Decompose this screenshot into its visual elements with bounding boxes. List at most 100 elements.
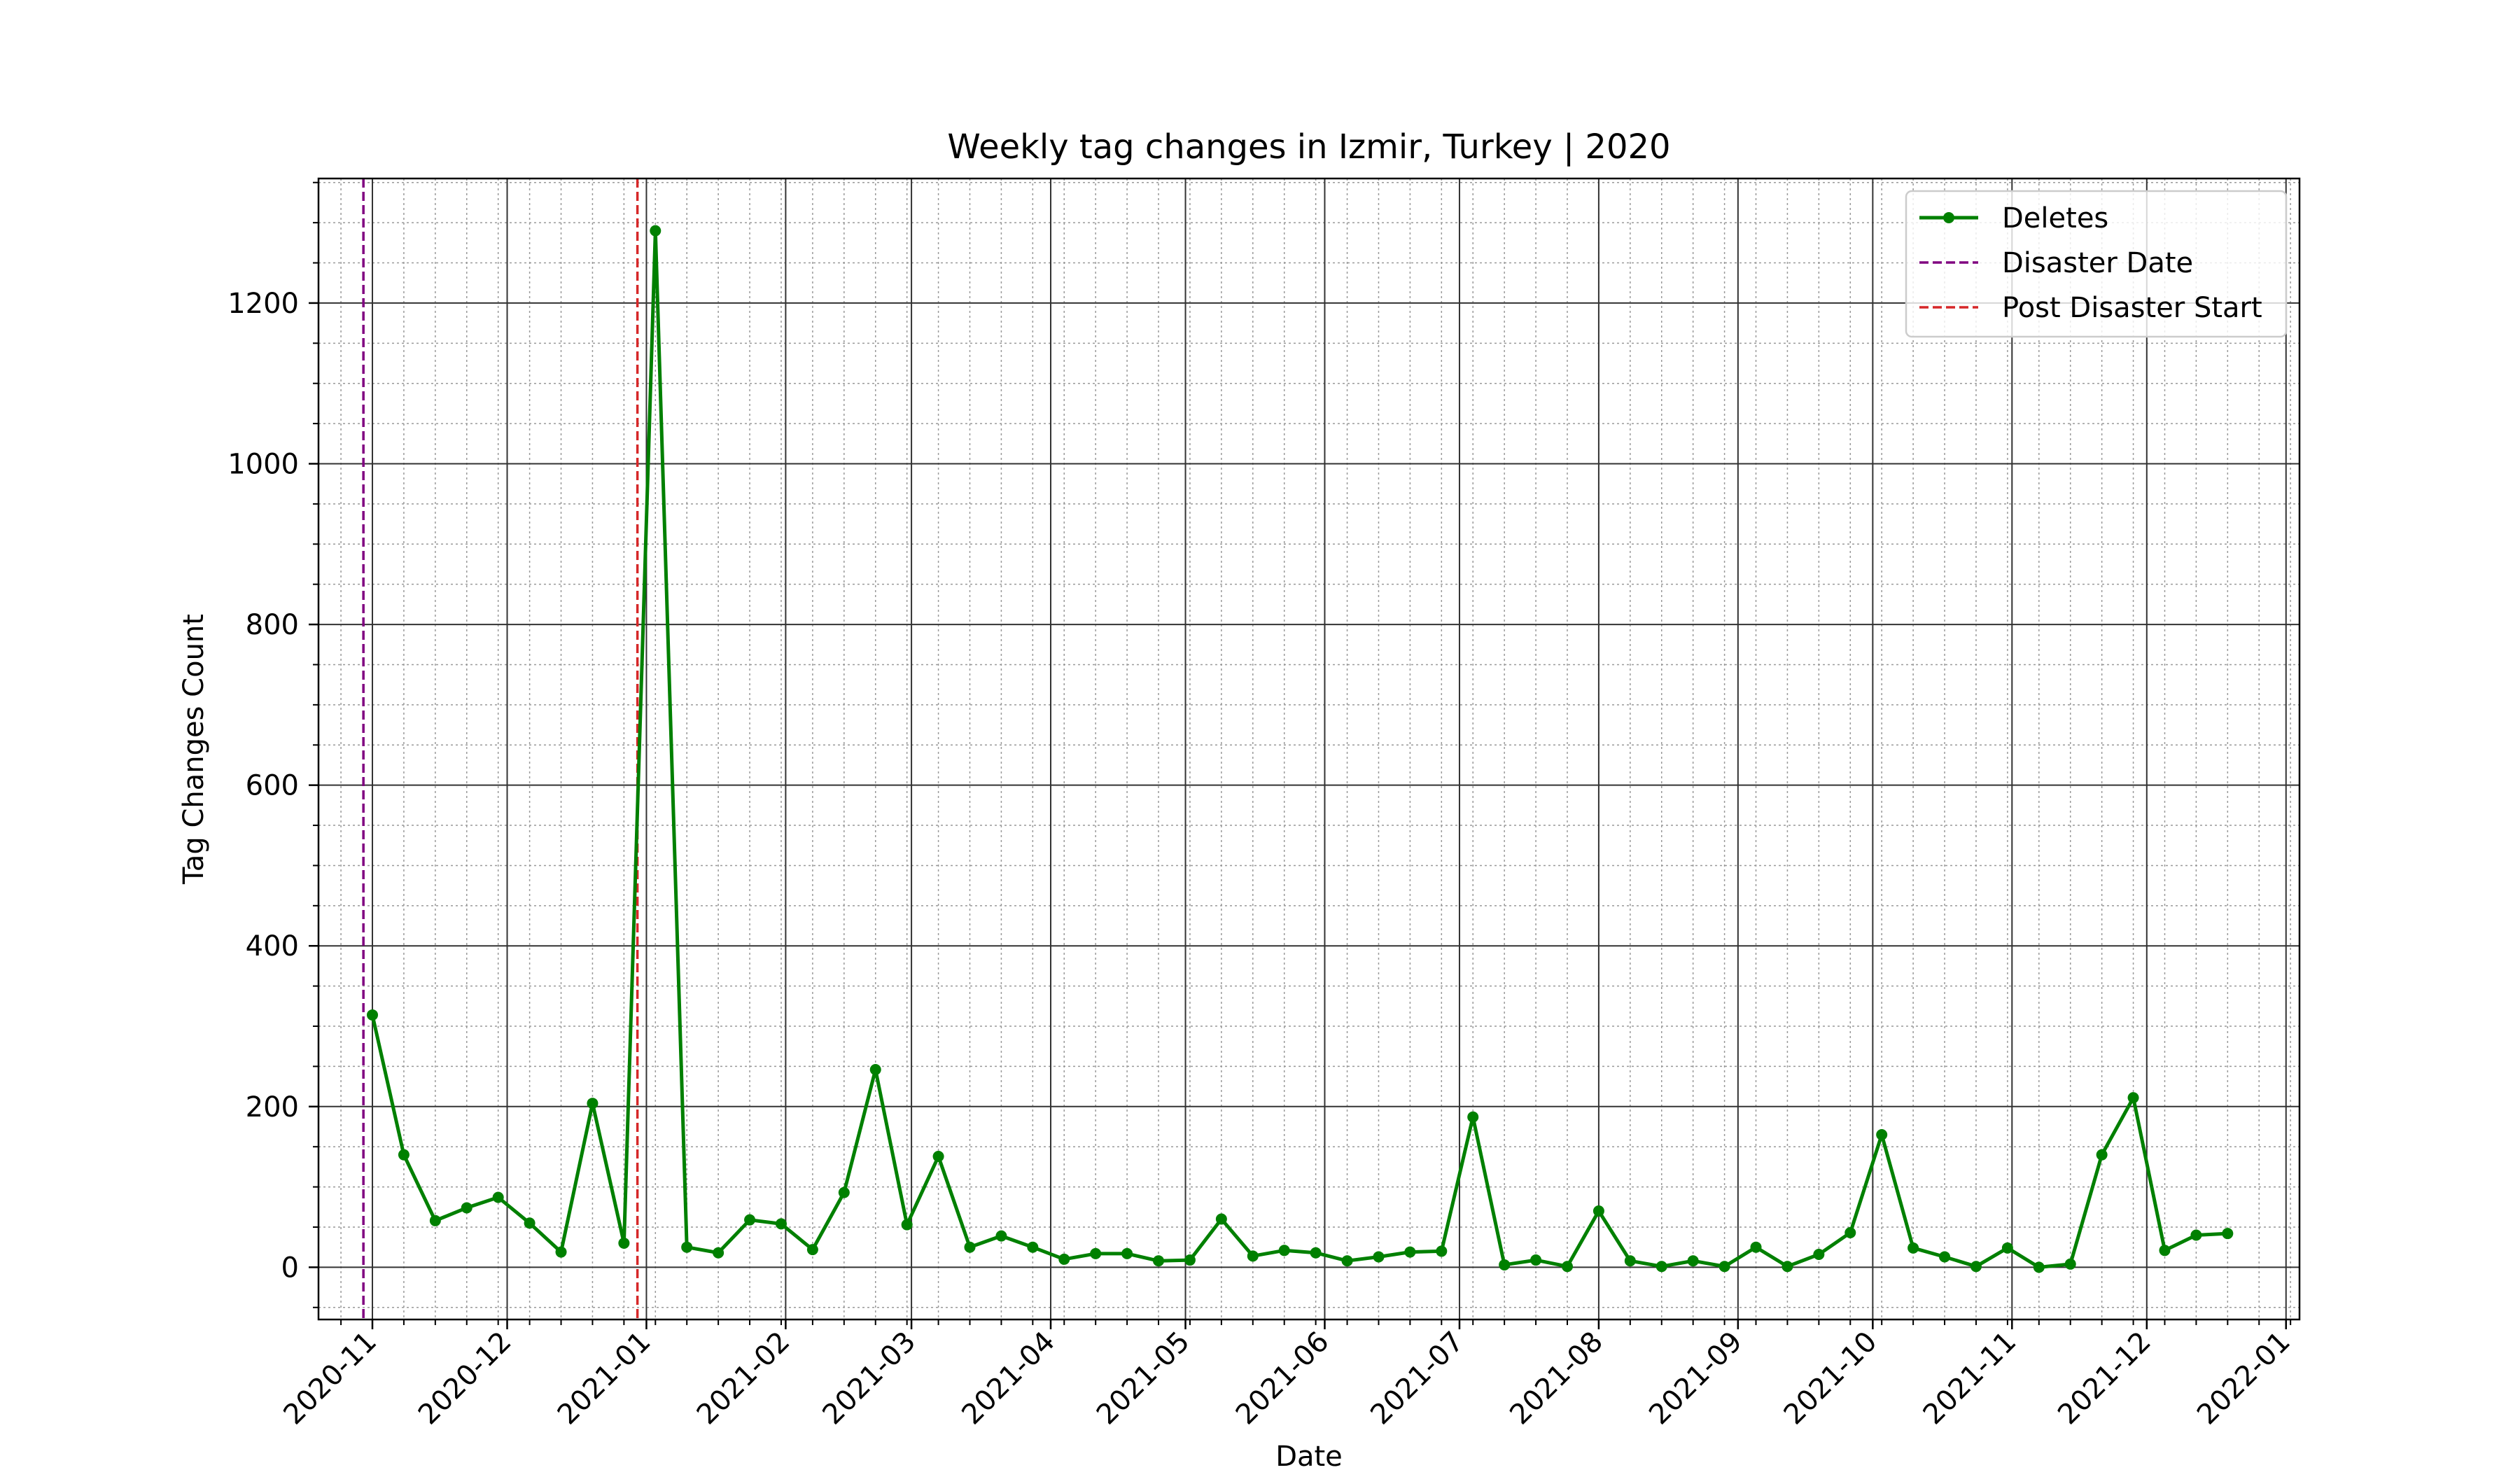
data-point bbox=[587, 1098, 598, 1110]
axis-ticks bbox=[309, 181, 2292, 1329]
y-tick-label: 0 bbox=[281, 1252, 299, 1284]
data-point bbox=[398, 1149, 410, 1161]
y-axis-label: Tag Changes Count bbox=[178, 614, 210, 885]
data-point bbox=[1121, 1247, 1133, 1259]
data-point bbox=[1876, 1128, 1888, 1140]
x-tick-label: 2021-10 bbox=[1778, 1326, 1884, 1432]
data-point bbox=[1058, 1253, 1070, 1265]
y-tick-label: 400 bbox=[246, 930, 299, 962]
series-deletes bbox=[367, 225, 2234, 1273]
data-point bbox=[618, 1237, 630, 1249]
x-tick-labels: 2020-11 2020-12 2021-01 2021-02 2021-03 2021-… bbox=[277, 1326, 2296, 1432]
data-point bbox=[1215, 1213, 1227, 1225]
y-tick-label: 1200 bbox=[227, 288, 299, 320]
x-tick-label: 2021-12 bbox=[2052, 1326, 2157, 1432]
x-tick-label: 2021-02 bbox=[691, 1326, 797, 1432]
data-point bbox=[461, 1202, 472, 1214]
data-point bbox=[2222, 1228, 2234, 1240]
plot-frame bbox=[317, 177, 2301, 1321]
data-point bbox=[964, 1241, 976, 1253]
reference-lines bbox=[362, 178, 639, 1320]
x-tick-label: 2021-08 bbox=[1504, 1326, 1609, 1432]
data-point bbox=[524, 1217, 536, 1229]
legend-label-post-disaster-start: Post Disaster Start bbox=[2002, 292, 2262, 324]
minor-gridlines bbox=[318, 178, 2300, 1320]
data-point bbox=[1341, 1255, 1353, 1267]
x-tick-label: 2021-06 bbox=[1230, 1326, 1336, 1432]
data-point bbox=[1687, 1255, 1699, 1267]
data-point bbox=[2159, 1245, 2171, 1256]
data-point bbox=[1499, 1259, 1511, 1270]
data-point bbox=[1247, 1250, 1259, 1262]
x-tick-label: 2020-12 bbox=[412, 1326, 518, 1432]
data-point bbox=[1656, 1261, 1667, 1273]
x-axis-label: Date bbox=[1275, 1441, 1343, 1470]
data-point bbox=[1373, 1251, 1385, 1263]
data-point bbox=[1027, 1241, 1039, 1253]
y-tick-labels: 0 200 400 600 800 1000 1200 bbox=[227, 288, 299, 1284]
data-point bbox=[1939, 1251, 1951, 1263]
data-point bbox=[775, 1218, 787, 1230]
x-tick-label: 2021-03 bbox=[816, 1326, 922, 1432]
data-point bbox=[2127, 1092, 2139, 1104]
data-point bbox=[555, 1246, 567, 1258]
data-point bbox=[1310, 1247, 1322, 1259]
data-point bbox=[1561, 1261, 1573, 1273]
x-tick-label: 2021-05 bbox=[1091, 1326, 1196, 1432]
data-point bbox=[429, 1214, 441, 1226]
data-point bbox=[2096, 1149, 2108, 1161]
data-point bbox=[650, 225, 662, 237]
legend-marker-deletes bbox=[1943, 212, 1954, 223]
data-point bbox=[901, 1219, 913, 1231]
data-point bbox=[838, 1186, 850, 1198]
x-tick-label: 2021-09 bbox=[1643, 1326, 1749, 1432]
major-gridlines bbox=[318, 178, 2300, 1320]
legend-box bbox=[1905, 190, 2288, 338]
data-point bbox=[1467, 1111, 1479, 1123]
data-point bbox=[932, 1150, 944, 1162]
data-point bbox=[1436, 1245, 1448, 1257]
data-point bbox=[1718, 1261, 1730, 1273]
x-tick-label: 2021-01 bbox=[552, 1326, 657, 1432]
x-tick-label: 2021-04 bbox=[955, 1326, 1061, 1432]
data-point bbox=[2190, 1229, 2202, 1241]
y-tick-label: 800 bbox=[246, 609, 299, 641]
data-point bbox=[1844, 1227, 1856, 1239]
data-point bbox=[995, 1230, 1007, 1242]
data-point bbox=[367, 1009, 379, 1021]
data-point bbox=[1090, 1247, 1102, 1259]
x-tick-label: 2022-01 bbox=[2191, 1326, 2297, 1432]
series-line-deletes bbox=[370, 229, 2228, 1269]
data-point bbox=[1153, 1255, 1165, 1267]
data-point bbox=[1970, 1261, 1982, 1273]
data-point bbox=[492, 1191, 504, 1203]
data-point bbox=[1530, 1254, 1542, 1266]
y-tick-label: 1000 bbox=[227, 449, 299, 481]
y-tick-label: 200 bbox=[246, 1091, 299, 1124]
data-point bbox=[869, 1064, 881, 1076]
legend-label-deletes: Deletes bbox=[2002, 202, 2108, 234]
data-point bbox=[1404, 1246, 1416, 1258]
data-point bbox=[1813, 1249, 1825, 1261]
data-point bbox=[2064, 1258, 2076, 1270]
data-point bbox=[2033, 1261, 2045, 1273]
x-tick-label: 2021-11 bbox=[1917, 1326, 2023, 1432]
data-point bbox=[1624, 1255, 1636, 1267]
y-tick-label: 600 bbox=[246, 770, 299, 802]
legend: Deletes Disaster Date Post Disaster Star… bbox=[1905, 190, 2288, 338]
data-point bbox=[1278, 1245, 1290, 1256]
legend-label-disaster-date: Disaster Date bbox=[2002, 247, 2193, 279]
chart-title: Weekly tag changes in Izmir, Turkey | 20… bbox=[947, 127, 1670, 167]
data-point bbox=[1184, 1254, 1196, 1266]
data-point bbox=[713, 1247, 724, 1259]
data-point bbox=[2001, 1242, 2013, 1254]
data-point bbox=[806, 1244, 818, 1256]
data-point bbox=[1592, 1205, 1604, 1217]
data-point bbox=[681, 1241, 693, 1253]
x-tick-label: 2020-11 bbox=[277, 1326, 383, 1432]
data-point bbox=[1782, 1261, 1793, 1273]
data-point bbox=[744, 1214, 756, 1226]
data-point bbox=[1750, 1241, 1762, 1253]
x-tick-label: 2021-07 bbox=[1364, 1326, 1470, 1432]
